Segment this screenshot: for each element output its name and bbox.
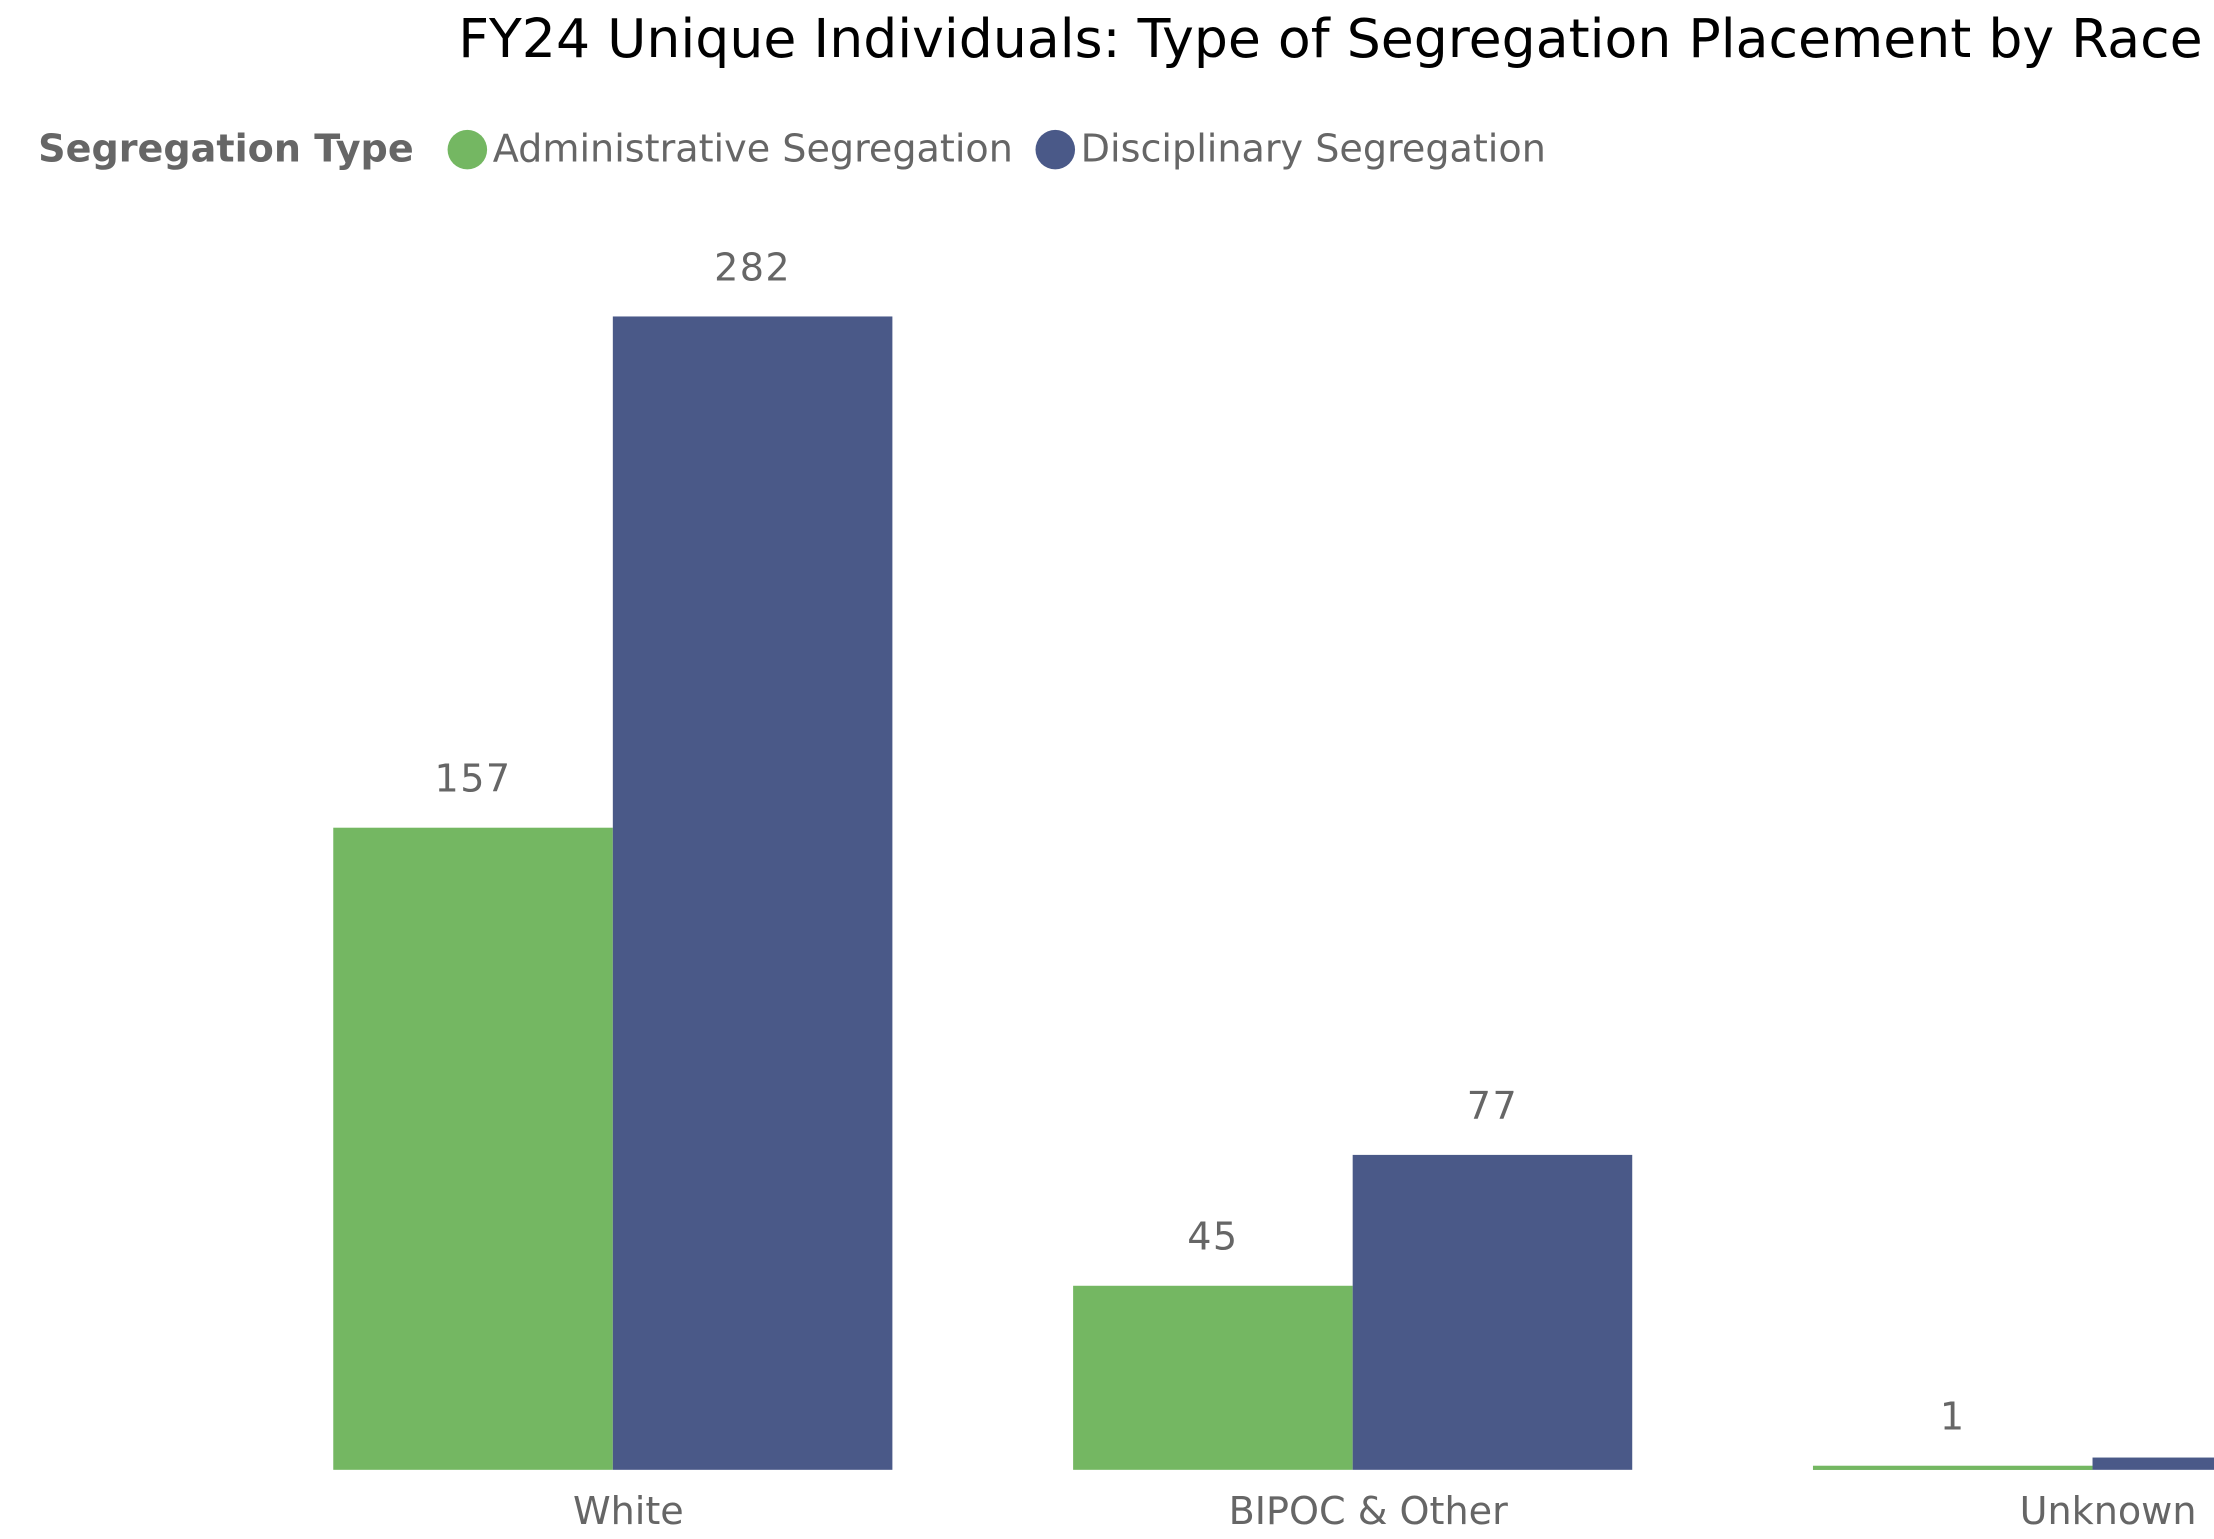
bar xyxy=(1352,1154,1633,1470)
data-label: 157 xyxy=(435,757,512,801)
bar xyxy=(333,827,613,1470)
data-label: 282 xyxy=(714,245,791,289)
x-tick-label: Unknown xyxy=(2020,1489,2197,1533)
data-label: 1 xyxy=(1940,1395,1966,1439)
bar xyxy=(2092,1457,2214,1470)
bar xyxy=(1812,1465,2093,1470)
chart-title: FY24 Unique Individuals: Type of Segrega… xyxy=(458,7,2202,70)
data-label: 45 xyxy=(1187,1215,1238,1259)
legend-marker xyxy=(447,129,488,170)
legend-label: Disciplinary Segregation xyxy=(1081,127,1546,171)
x-tick-label: White xyxy=(573,1489,684,1533)
data-label: 77 xyxy=(1467,1084,1518,1128)
bar xyxy=(612,316,893,1470)
legend-label: Administrative Segregation xyxy=(493,127,1013,171)
x-tick-label: BIPOC & Other xyxy=(1229,1489,1508,1533)
bar xyxy=(1073,1285,1353,1470)
legend-title: Segregation Type xyxy=(38,127,414,171)
legend-marker xyxy=(1035,129,1076,170)
plot-area xyxy=(333,316,2214,1470)
